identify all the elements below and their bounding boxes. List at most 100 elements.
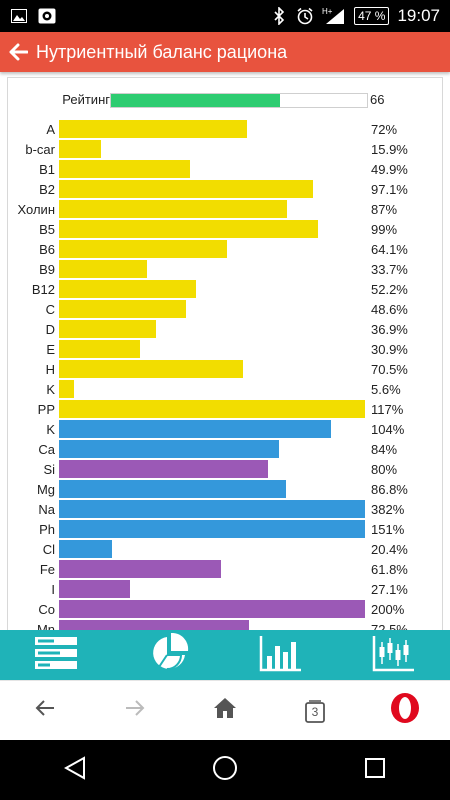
nutrient-label: Mg bbox=[36, 482, 55, 497]
nutrient-percent: 86.8% bbox=[371, 482, 408, 497]
nutrient-percent: 52.2% bbox=[371, 282, 408, 297]
nutrient-label: Ph bbox=[39, 522, 55, 537]
nutrient-percent: 117% bbox=[371, 402, 404, 417]
opera-icon bbox=[389, 692, 421, 729]
nutrient-row: Ca 84% bbox=[8, 440, 442, 458]
app-icon bbox=[38, 7, 56, 25]
nutrient-label: Mn bbox=[36, 622, 55, 630]
nutrient-bar bbox=[59, 420, 331, 438]
nutrient-row: E 30.9% bbox=[8, 340, 442, 358]
browser-forward-button[interactable] bbox=[110, 686, 160, 736]
nutrient-row: b-car 15.9% bbox=[8, 140, 442, 158]
pie-chart-icon bbox=[149, 632, 189, 678]
page-title: Нутриентный баланс рациона bbox=[36, 41, 288, 62]
nutrient-row: Mg 86.8% bbox=[8, 480, 442, 498]
nutrient-percent: 49.9% bbox=[371, 162, 408, 177]
nutrient-percent: 33.7% bbox=[371, 262, 408, 277]
nutrient-label: Cl bbox=[42, 542, 55, 557]
status-bar: H+ 47 % 19:07 bbox=[0, 0, 450, 32]
system-home-button[interactable] bbox=[195, 745, 255, 795]
nutrient-bar bbox=[59, 140, 101, 158]
list-view-button[interactable] bbox=[26, 632, 86, 678]
nutrient-label: K bbox=[46, 422, 55, 437]
nutrient-chart-panel: Рейтинг 66 A 72% b-car 15.9% B1 49.9% B2 97.1% Х… bbox=[7, 77, 443, 630]
nutrient-bar bbox=[59, 440, 279, 458]
nutrient-percent: 48.6% bbox=[371, 302, 408, 317]
nutrient-bar bbox=[59, 540, 112, 558]
bar-chart-button[interactable] bbox=[251, 632, 311, 678]
nutrient-row: H 70.5% bbox=[8, 360, 442, 378]
nutrient-percent: 382% bbox=[371, 502, 405, 517]
nutrient-percent: 72.5% bbox=[371, 622, 408, 630]
nutrient-row: B5 99% bbox=[8, 220, 442, 238]
nutrient-percent: 70.5% bbox=[371, 362, 408, 377]
nutrient-row: PP 117% bbox=[8, 400, 442, 418]
bluetooth-icon bbox=[270, 7, 288, 25]
nutrient-bar bbox=[59, 160, 190, 178]
nutrient-row: Na 382% bbox=[8, 500, 442, 518]
opera-menu-button[interactable] bbox=[380, 686, 430, 736]
pie-chart-button[interactable] bbox=[139, 632, 199, 678]
back-arrow-icon[interactable] bbox=[0, 32, 36, 72]
nutrient-bar bbox=[59, 300, 186, 318]
rating-row: Рейтинг 66 bbox=[8, 90, 442, 110]
list-view-icon bbox=[34, 636, 78, 675]
nutrient-label: B9 bbox=[39, 262, 55, 277]
nutrient-percent: 30.9% bbox=[371, 342, 408, 357]
nutrient-label: C bbox=[45, 302, 55, 317]
nutrient-bar bbox=[59, 320, 156, 338]
nutrient-bar bbox=[59, 500, 365, 518]
nutrient-label: PP bbox=[37, 402, 55, 417]
nutrient-label: b-car bbox=[25, 142, 55, 157]
nutrient-percent: 61.8% bbox=[371, 562, 408, 577]
system-recents-button[interactable] bbox=[345, 745, 405, 795]
nutrient-label: Холин bbox=[17, 202, 56, 217]
system-nav-bar bbox=[0, 740, 450, 800]
content-area[interactable]: Рейтинг 66 A 72% b-car 15.9% B1 49.9% B2 97.1% Х… bbox=[0, 72, 450, 630]
nutrient-bar bbox=[59, 620, 249, 630]
nutrient-percent: 27.1% bbox=[371, 582, 408, 597]
home-icon bbox=[213, 697, 237, 724]
nutrient-row: B9 33.7% bbox=[8, 260, 442, 278]
candlestick-chart-button[interactable] bbox=[364, 632, 424, 678]
nutrient-bar bbox=[59, 280, 196, 298]
nutrient-row: C 48.6% bbox=[8, 300, 442, 318]
nutrient-row: Холин 87% bbox=[8, 200, 442, 218]
nutrient-percent: 104% bbox=[371, 422, 405, 437]
back-icon bbox=[34, 698, 56, 723]
nutrient-percent: 15.9% bbox=[371, 142, 408, 157]
tabs-count: 3 bbox=[311, 704, 319, 719]
nutrient-percent: 97.1% bbox=[371, 182, 408, 197]
system-back-button[interactable] bbox=[45, 745, 105, 795]
nutrient-percent: 36.9% bbox=[371, 322, 408, 337]
browser-tabs-button[interactable]: 3 bbox=[290, 686, 340, 736]
nutrient-percent: 84% bbox=[371, 442, 398, 457]
nutrient-label: H bbox=[45, 362, 55, 377]
rating-bar-track bbox=[110, 93, 368, 108]
battery-indicator: 47 % bbox=[354, 7, 390, 25]
signal-icon: H+ bbox=[322, 7, 346, 25]
nutrient-row: B12 52.2% bbox=[8, 280, 442, 298]
browser-toolbar: 3 bbox=[0, 680, 450, 740]
browser-home-button[interactable] bbox=[200, 686, 250, 736]
nutrient-label: Na bbox=[38, 502, 55, 517]
nutrient-percent: 200% bbox=[371, 602, 405, 617]
nutrient-row: B1 49.9% bbox=[8, 160, 442, 178]
candlestick-chart-icon bbox=[372, 634, 416, 677]
rating-bar-fill bbox=[111, 94, 280, 107]
nutrient-percent: 20.4% bbox=[371, 542, 408, 557]
nutrient-label: A bbox=[46, 122, 55, 137]
nav-home-icon bbox=[212, 755, 238, 786]
nutrient-label: Fe bbox=[39, 562, 55, 577]
nutrient-bar bbox=[59, 520, 365, 538]
nutrient-percent: 80% bbox=[371, 462, 398, 477]
nutrient-label: B12 bbox=[31, 282, 55, 297]
nutrient-bar bbox=[59, 480, 286, 498]
nutrient-percent: 99% bbox=[371, 222, 398, 237]
nutrient-bar bbox=[59, 180, 313, 198]
nutrient-bar bbox=[59, 200, 287, 218]
network-type-label: H+ bbox=[322, 7, 333, 16]
nutrient-row: B6 64.1% bbox=[8, 240, 442, 258]
browser-back-button[interactable] bbox=[20, 686, 70, 736]
